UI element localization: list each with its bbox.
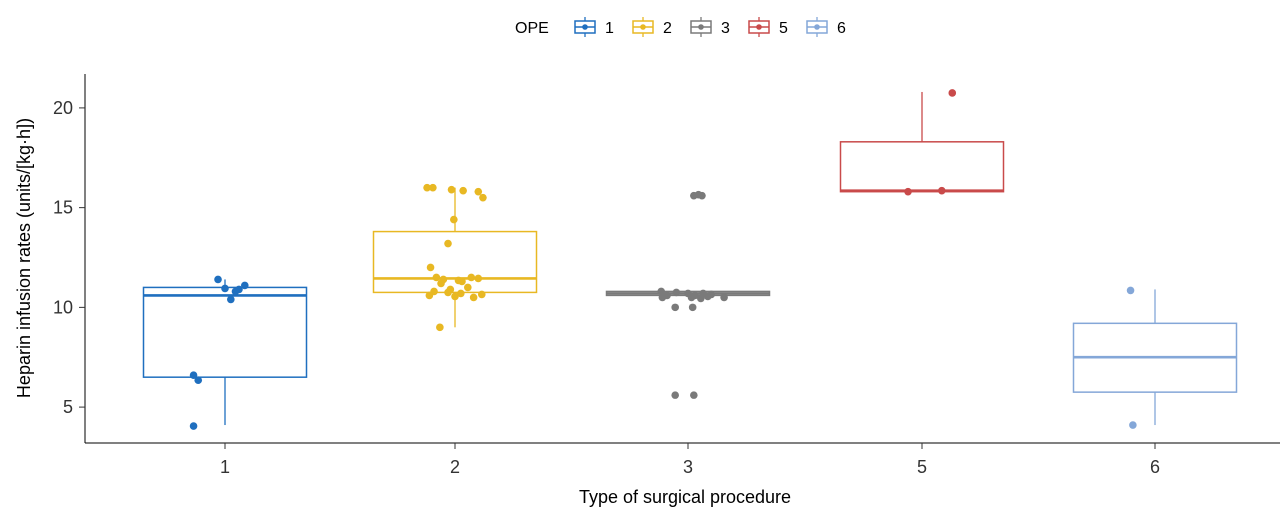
data-point — [720, 293, 728, 302]
data-point — [657, 287, 666, 296]
data-point — [948, 89, 957, 97]
data-point — [425, 291, 434, 300]
legend-item-3: 3 — [690, 17, 730, 37]
legend-dot — [582, 24, 588, 30]
box-body — [142, 286, 308, 378]
box-5 — [839, 91, 1005, 193]
data-point — [423, 183, 431, 192]
data-point — [447, 185, 456, 194]
legend-item-2: 2 — [632, 17, 672, 37]
legend-label: 2 — [663, 20, 672, 37]
data-point — [221, 284, 229, 293]
y-tick-label: 20 — [53, 98, 73, 118]
x-axis-title: Type of surgical procedure — [579, 487, 791, 507]
data-point — [671, 303, 679, 312]
y-axis-title: Heparin infusion rates (units/[kg·h]) — [14, 118, 34, 398]
data-point — [457, 289, 465, 298]
data-point — [904, 187, 912, 196]
data-point — [703, 292, 712, 301]
data-point — [687, 293, 696, 302]
legend-dot — [756, 24, 762, 30]
x-tick-label: 2 — [450, 457, 460, 477]
box-body — [839, 141, 1005, 193]
data-point — [432, 273, 441, 282]
y-tick-label: 10 — [53, 297, 73, 317]
data-point — [450, 215, 458, 224]
data-point — [194, 376, 203, 384]
data-point — [444, 288, 452, 297]
data-point — [672, 288, 681, 297]
legend-label: 5 — [779, 20, 788, 37]
data-point — [444, 239, 452, 248]
data-point — [426, 263, 435, 272]
data-point — [214, 275, 222, 284]
data-point — [437, 279, 445, 288]
data-point — [937, 186, 946, 195]
data-point — [227, 295, 235, 304]
box-body — [372, 230, 538, 294]
legend-item-5: 5 — [748, 17, 788, 37]
data-point — [688, 303, 697, 312]
data-point — [240, 281, 249, 290]
x-tick-label: 3 — [683, 457, 693, 477]
x-tick-label: 1 — [220, 457, 230, 477]
legend-items: 1 2 3 5 6 — [574, 17, 846, 37]
legend: OPE 1 2 3 5 6 — [515, 17, 846, 37]
y-tick-label: 15 — [53, 198, 73, 218]
data-point — [469, 293, 478, 302]
box-6 — [1072, 289, 1238, 426]
data-point — [474, 274, 483, 283]
data-point — [467, 273, 476, 282]
x-tick-label: 5 — [917, 457, 927, 477]
legend-dot — [814, 24, 820, 30]
legend-dot — [640, 24, 646, 30]
legend-item-6: 6 — [806, 17, 846, 37]
axes: 5 10 15 20 1 2 3 5 6 — [53, 74, 1280, 477]
x-tick-label: 6 — [1150, 457, 1160, 477]
y-ticks: 5 10 15 20 — [53, 98, 85, 417]
data-point — [474, 187, 483, 196]
data-point — [671, 391, 679, 399]
legend-dot — [698, 24, 704, 30]
legend-item-1: 1 — [574, 17, 614, 37]
data-point — [658, 293, 667, 302]
y-tick-label: 5 — [63, 397, 73, 417]
points — [189, 89, 1137, 430]
data-point — [458, 277, 466, 286]
data-point — [459, 186, 467, 195]
data-point — [429, 183, 437, 192]
data-point — [464, 283, 472, 292]
data-point — [690, 391, 698, 399]
legend-label: 1 — [605, 20, 614, 37]
legend-title: OPE — [515, 20, 549, 37]
box-1 — [142, 279, 308, 426]
box-2 — [372, 187, 538, 328]
legend-label: 3 — [721, 20, 730, 37]
data-point — [479, 193, 487, 202]
data-point — [1126, 286, 1135, 295]
x-ticks: 1 2 3 5 6 — [220, 443, 1160, 477]
boxes — [142, 91, 1238, 426]
data-point — [698, 191, 706, 200]
data-point — [231, 287, 240, 296]
data-point — [451, 292, 459, 301]
data-point — [697, 294, 705, 303]
data-point — [189, 422, 198, 430]
data-point — [436, 323, 444, 332]
data-point — [1129, 421, 1137, 429]
legend-label: 6 — [837, 20, 846, 37]
data-point — [189, 371, 198, 379]
data-point — [477, 290, 486, 299]
